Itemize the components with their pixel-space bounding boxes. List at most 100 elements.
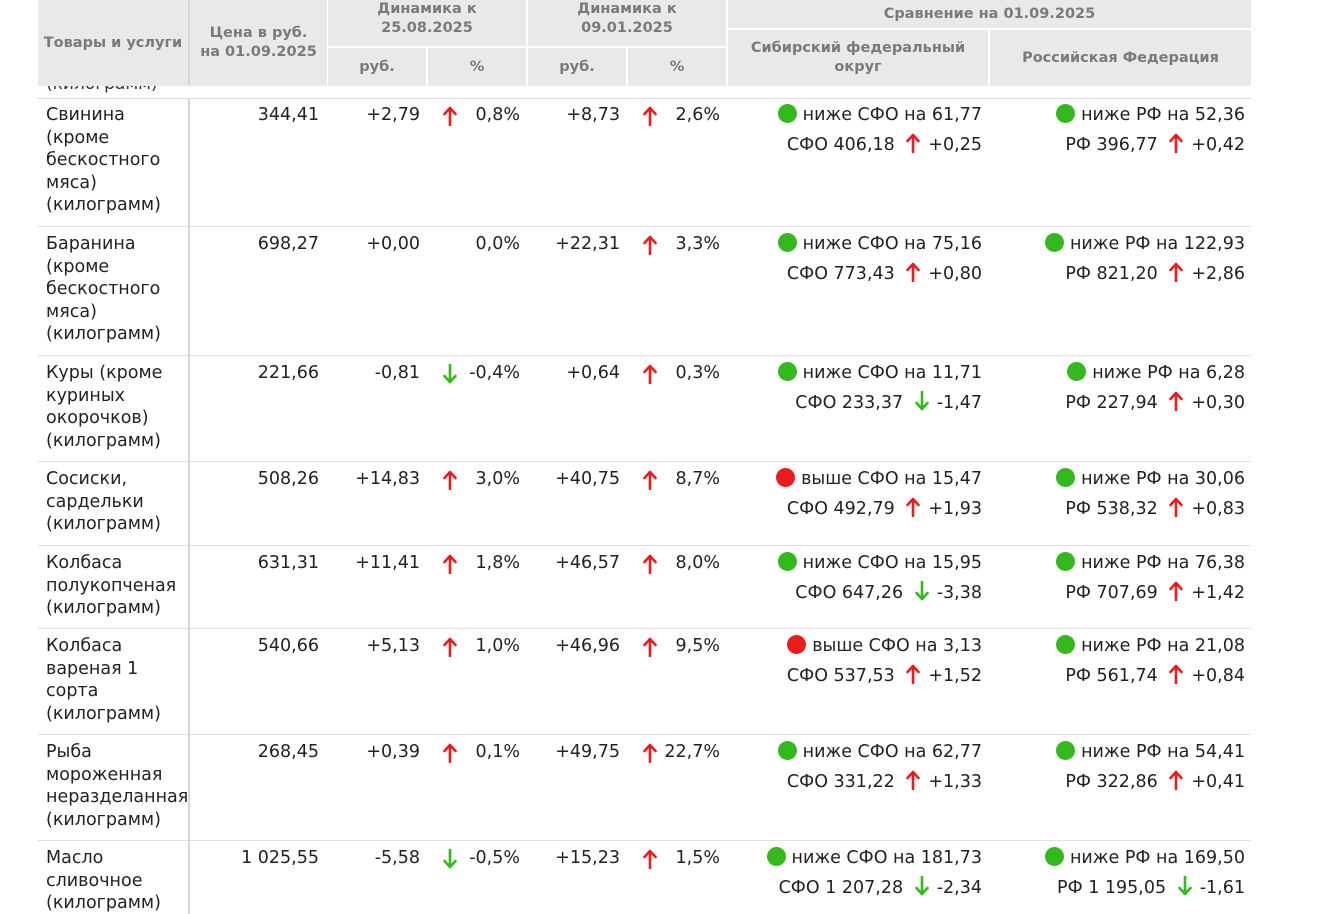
arrow-up-icon [443, 637, 457, 658]
arrow-up-icon [643, 637, 657, 658]
rf-value-line: РФ 561,74 +0,84 [1065, 664, 1245, 688]
arrow-up-icon [906, 133, 921, 154]
rf-comparison-text: ниже РФ на 76,38 [1081, 553, 1245, 573]
dynamics-year-pct: 1,5% [675, 848, 720, 868]
rf-value: РФ 538,32 [1065, 499, 1158, 519]
rf-change: +0,41 [1191, 772, 1245, 792]
arrow-up-icon [1169, 133, 1184, 154]
header-d1-rub[interactable]: руб. [328, 48, 426, 86]
table-row: Масло сливочное (килограмм) 1 025,55 -5,58… [38, 841, 1251, 914]
arrow-up-icon [643, 364, 657, 385]
rf-comparison: ниже РФ на 169,50 [1044, 847, 1245, 870]
table-row: Свинина (кроме бескостного мяса) (килогр… [38, 98, 1251, 227]
arrow-up-icon [906, 497, 921, 518]
header-rf[interactable]: Российская Федерация [990, 30, 1251, 86]
sfo-value: СФО 647,26 [795, 583, 904, 603]
table-row: Колбаса вареная 1 сорта (килограмм) 540,6… [38, 629, 1251, 735]
header-sfo[interactable]: Сибирский федеральный округ [728, 30, 988, 86]
sfo-value-line: СФО 233,37 -1,47 [795, 390, 982, 415]
dynamics-week-pct: 1,0% [475, 636, 520, 656]
rf-comparison: ниже РФ на 6,28 [1067, 362, 1245, 385]
dynamics-week-pct: 0,1% [475, 742, 520, 762]
product-name: Рыба мороженная неразделанная (килограмм… [46, 742, 189, 830]
sfo-change: +0,25 [928, 135, 982, 155]
dynamics-year-rub: +8,73 [566, 105, 620, 125]
dynamics-year-rub: +46,96 [555, 636, 620, 656]
rf-comparison-text: ниже РФ на 122,93 [1069, 234, 1245, 254]
rf-change: +0,83 [1191, 499, 1245, 519]
sfo-comparison: выше СФО на 15,47 [776, 468, 982, 491]
rf-value-line: РФ 1 195,05 -1,61 [1057, 875, 1245, 900]
sfo-comparison: ниже СФО на 75,16 [777, 233, 982, 256]
sfo-change: +1,52 [928, 666, 982, 686]
rf-value-line: РФ 538,32 +0,83 [1065, 497, 1245, 521]
sfo-value-line: СФО 773,43 +0,80 [787, 262, 982, 286]
header-dynamics-year: Динамика к 09.01.2025 [528, 0, 726, 46]
sfo-change: -3,38 [936, 583, 982, 603]
status-dot-icon [777, 362, 797, 381]
sfo-value: СФО 537,53 [786, 666, 895, 686]
arrow-down-icon [443, 848, 457, 869]
status-dot-icon [1056, 635, 1076, 654]
sfo-change: +0,80 [928, 264, 982, 284]
header-goods[interactable]: Товары и услуги [38, 0, 188, 86]
dynamics-week-rub: -5,58 [374, 848, 420, 868]
header-d1-pct[interactable]: % [428, 48, 526, 86]
rf-change: +1,42 [1191, 583, 1245, 603]
status-dot-icon [766, 847, 786, 866]
header-d2-rub[interactable]: руб. [528, 48, 626, 86]
rf-comparison: ниже РФ на 122,93 [1044, 233, 1245, 256]
partial-row: (килограмм) [38, 86, 1251, 99]
arrow-up-icon [643, 106, 657, 127]
sfo-comparison: ниже СФО на 15,95 [777, 552, 982, 575]
table-row: Рыба мороженная неразделанная (килограмм… [38, 735, 1251, 841]
product-name: Куры (кроме куриных окорочков) (килограм… [46, 363, 163, 451]
arrow-up-icon [443, 106, 457, 127]
rf-value: РФ 561,74 [1065, 666, 1158, 686]
rf-comparison-text: ниже РФ на 6,28 [1092, 363, 1245, 383]
sfo-comparison: выше СФО на 3,13 [787, 635, 982, 658]
rf-value-line: РФ 821,20 +2,86 [1065, 262, 1245, 286]
sfo-value-line: СФО 331,22 +1,33 [787, 770, 982, 794]
price-value: 1 025,55 [241, 848, 319, 868]
sfo-value-line: СФО 537,53 +1,52 [787, 664, 982, 688]
price-value: 268,45 [257, 742, 319, 762]
rf-value: РФ 227,94 [1065, 393, 1158, 413]
sfo-comparison: ниже СФО на 61,77 [777, 104, 982, 127]
table-row: Колбаса полукопченая (килограмм) 631,31 +1… [38, 546, 1251, 629]
price-value: 221,66 [257, 363, 319, 383]
sfo-value: СФО 492,79 [786, 499, 895, 519]
arrow-up-icon [643, 743, 657, 764]
partial-row-text: (килограмм) [46, 86, 158, 94]
rf-value: РФ 1 195,05 [1057, 878, 1167, 898]
dynamics-year-rub: +0,64 [566, 363, 620, 383]
dynamics-year-rub: +49,75 [555, 742, 620, 762]
dynamics-week-rub: +5,13 [366, 636, 420, 656]
product-name: Колбаса вареная 1 сорта (килограмм) [46, 636, 161, 724]
dynamics-year-rub: +46,57 [555, 553, 620, 573]
dynamics-year-pct: 8,0% [675, 553, 720, 573]
rf-comparison-text: ниже РФ на 30,06 [1081, 469, 1245, 489]
price-value: 540,66 [257, 636, 319, 656]
dynamics-week-rub: +0,39 [366, 742, 420, 762]
arrow-down-icon [1177, 875, 1192, 896]
sfo-comparison-text: ниже СФО на 62,77 [802, 742, 982, 762]
status-dot-icon [1056, 468, 1076, 487]
header-d2-pct[interactable]: % [628, 48, 726, 86]
status-dot-icon [1056, 552, 1076, 571]
rf-comparison: ниже РФ на 30,06 [1056, 468, 1245, 491]
sfo-value: СФО 1 207,28 [778, 878, 904, 898]
sfo-change: +1,33 [928, 772, 982, 792]
product-name: Свинина (кроме бескостного мяса) (килогр… [46, 105, 161, 215]
sfo-value: СФО 773,43 [786, 264, 895, 284]
dynamics-year-pct: 8,7% [675, 469, 720, 489]
header-price[interactable]: Цена в руб. на 01.09.2025 [190, 0, 327, 86]
dynamics-week-pct: -0,4% [469, 363, 520, 383]
rf-comparison: ниже РФ на 52,36 [1056, 104, 1245, 127]
status-dot-icon [777, 552, 797, 571]
arrow-up-icon [1169, 664, 1184, 685]
rf-value-line: РФ 227,94 +0,30 [1065, 391, 1245, 415]
rf-comparison-text: ниже РФ на 21,08 [1081, 636, 1245, 656]
rf-comparison: ниже РФ на 76,38 [1056, 552, 1245, 575]
rf-comparison: ниже РФ на 21,08 [1056, 635, 1245, 658]
